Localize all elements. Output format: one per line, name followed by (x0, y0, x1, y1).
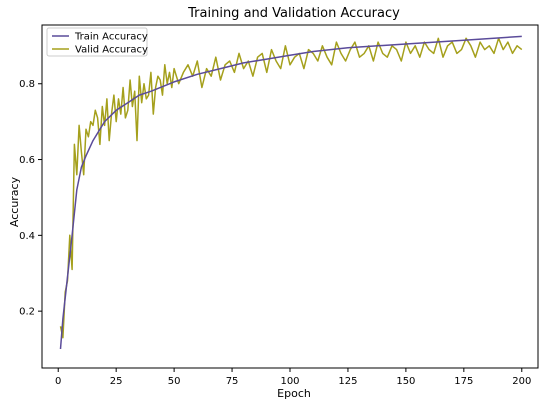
x-tick-label: 200 (512, 376, 531, 387)
x-axis-ticks: 0 25 50 75 100 125 150 175 200 (55, 368, 531, 387)
series-line-valid (59, 37, 523, 339)
legend-box (46, 27, 148, 57)
y-tick-label: 0.8 (19, 79, 35, 90)
x-tick-label: 0 (55, 376, 61, 387)
x-tick-label: 50 (168, 376, 181, 387)
legend-label: Valid Accuracy (75, 45, 148, 56)
legend-label: Train Accuracy (74, 32, 148, 43)
x-axis-label: Epoch (277, 387, 311, 400)
x-tick-label: 125 (338, 376, 357, 387)
y-axis-ticks: 0.2 0.4 0.6 0.8 (19, 79, 42, 318)
y-tick-label: 0.2 (19, 307, 35, 318)
x-tick-label: 75 (226, 376, 239, 387)
x-tick-label: 25 (110, 376, 123, 387)
y-tick-label: 0.4 (19, 231, 35, 242)
series-lines (59, 35, 523, 350)
y-axis-label: Accuracy (8, 176, 21, 227)
chart-title: Training and Validation Accuracy (187, 6, 400, 21)
y-tick-label: 0.6 (19, 155, 35, 166)
x-tick-label: 175 (454, 376, 473, 387)
x-tick-label: 150 (396, 376, 415, 387)
x-tick-label: 100 (280, 376, 299, 387)
legend: Train Accuracy Valid Accuracy (46, 27, 148, 57)
series-line-train (59, 35, 522, 350)
